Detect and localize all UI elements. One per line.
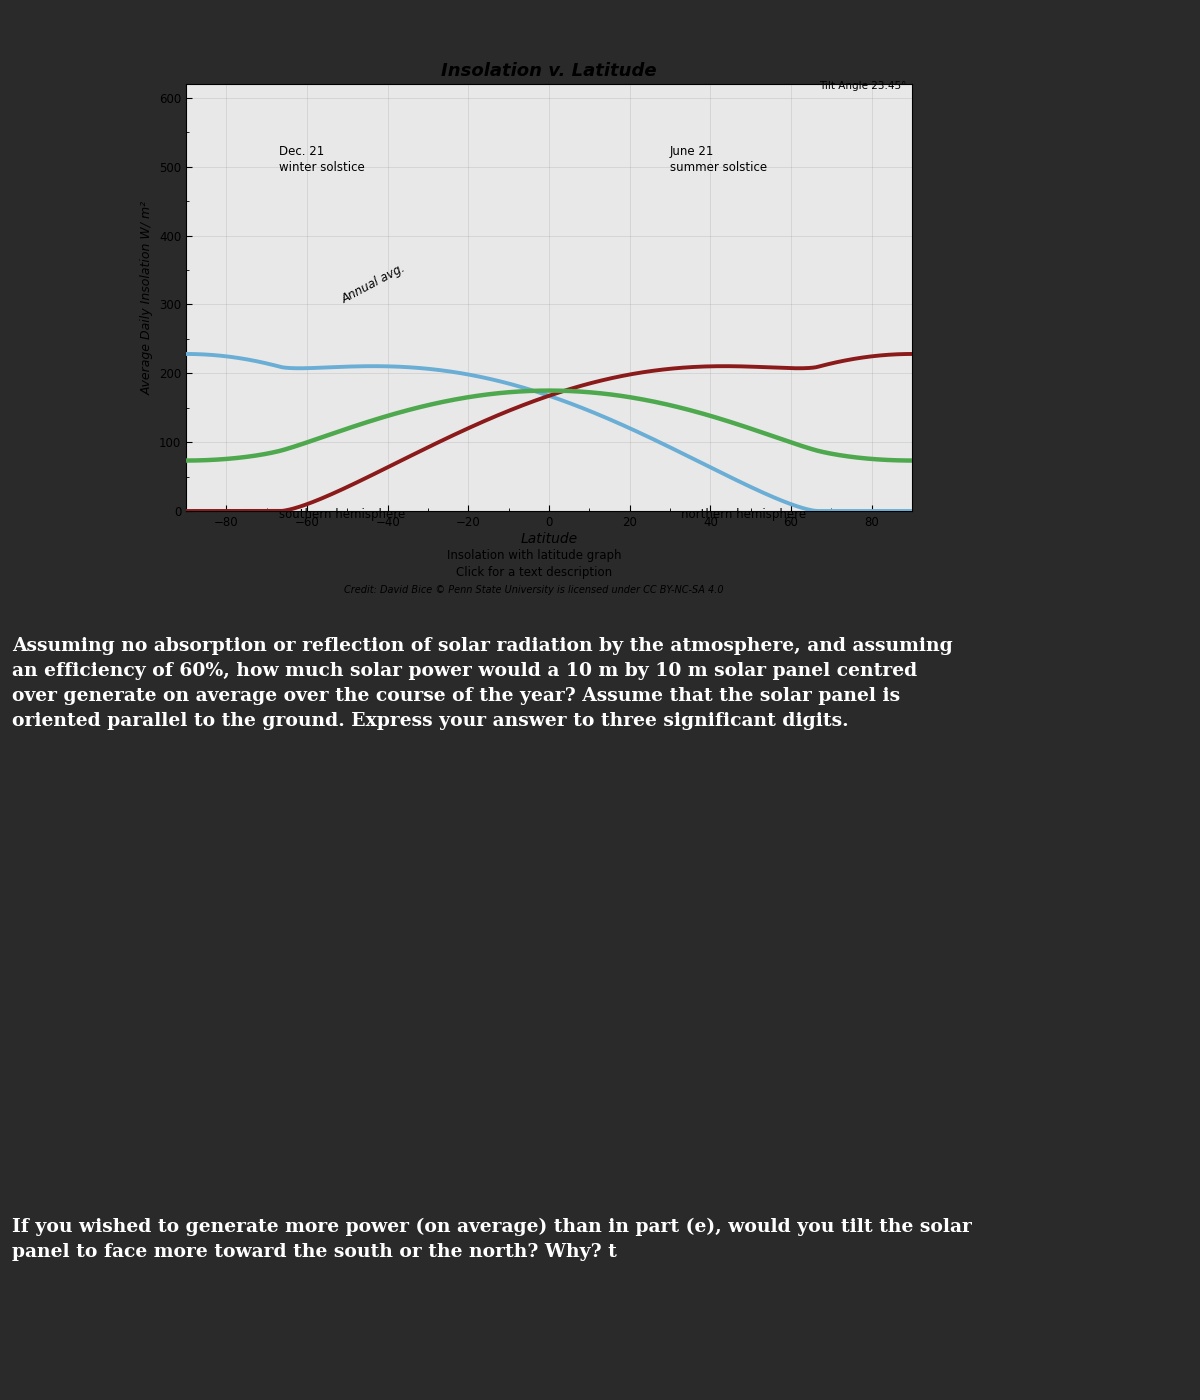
Text: If you wished to generate more power (on average) than in part (e), would you ti: If you wished to generate more power (on… bbox=[12, 1218, 972, 1261]
Text: Tilt Angle 23.45°: Tilt Angle 23.45° bbox=[818, 81, 906, 91]
Title: Insolation v. Latitude: Insolation v. Latitude bbox=[442, 62, 656, 80]
Text: Insolation with latitude graph: Insolation with latitude graph bbox=[446, 549, 622, 561]
X-axis label: Latitude: Latitude bbox=[521, 532, 577, 546]
Text: Dec. 21
winter solstice: Dec. 21 winter solstice bbox=[278, 146, 365, 174]
Y-axis label: Average Daily Insolation W/ m²: Average Daily Insolation W/ m² bbox=[140, 200, 154, 395]
Text: Credit: David Bice © Penn State University is licensed under CC BY-NC-SA 4.0: Credit: David Bice © Penn State Universi… bbox=[344, 585, 724, 595]
Text: southern hemisphere: southern hemisphere bbox=[278, 508, 406, 521]
Text: Assuming no absorption or reflection of solar radiation by the atmosphere, and a: Assuming no absorption or reflection of … bbox=[12, 637, 953, 729]
Text: Click for a text description: Click for a text description bbox=[456, 566, 612, 578]
Text: northern hemisphere: northern hemisphere bbox=[682, 508, 806, 521]
Text: June 21
summer solstice: June 21 summer solstice bbox=[670, 146, 767, 174]
Text: Annual avg.: Annual avg. bbox=[340, 262, 407, 307]
